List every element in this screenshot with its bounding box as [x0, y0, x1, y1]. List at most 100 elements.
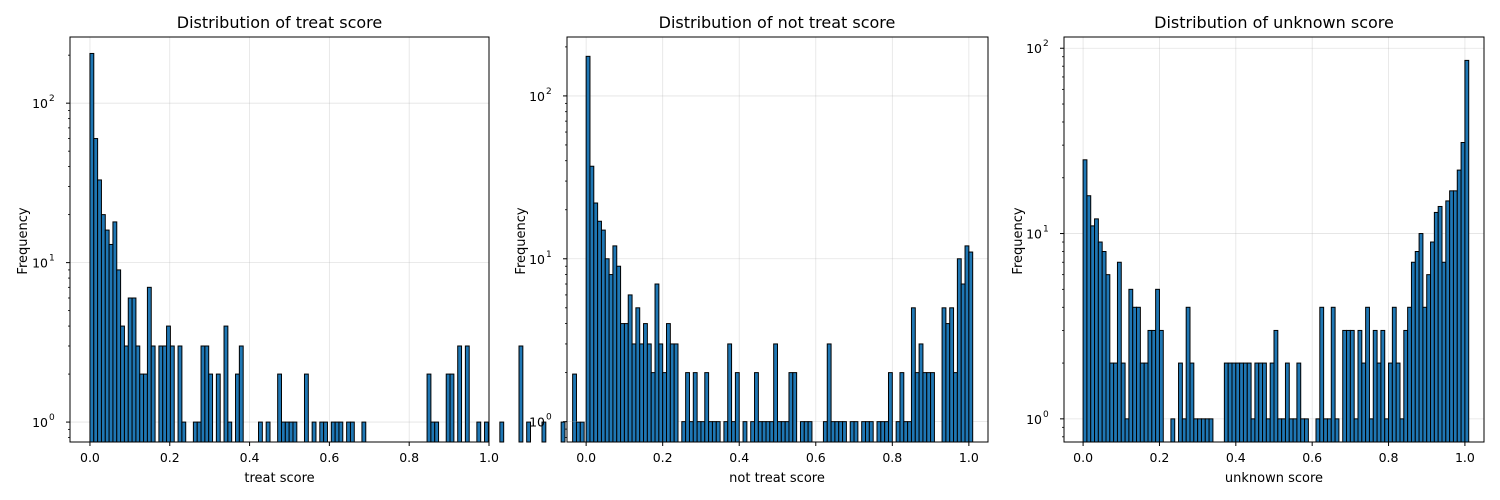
- histogram-bar: [723, 421, 729, 443]
- histogram-bar: [196, 421, 202, 443]
- x-tick-label: 0.4: [1226, 450, 1246, 465]
- bars: [1082, 59, 1470, 443]
- histogram-bar: [1449, 190, 1454, 443]
- histogram-bar: [215, 373, 221, 443]
- histogram-bar: [1113, 362, 1118, 443]
- histogram-bar: [518, 345, 524, 443]
- histogram-bar: [941, 307, 947, 443]
- y-tick-label: 10: [32, 256, 48, 271]
- histogram-bar: [895, 421, 901, 443]
- x-tick-label: 0.2: [653, 450, 673, 465]
- histogram-bar: [1097, 241, 1103, 443]
- histogram-bar: [1200, 418, 1206, 443]
- y-tick-label: 10: [529, 89, 545, 104]
- histogram-bar: [1124, 418, 1130, 443]
- x-tick-label: 1.0: [479, 450, 499, 465]
- x-tick-label: 1.0: [1455, 450, 1475, 465]
- histogram-bar: [169, 345, 175, 443]
- histogram-bar: [803, 421, 809, 443]
- histogram-bar: [127, 297, 133, 443]
- x-tick-label: 0.2: [1150, 450, 1170, 465]
- x-tick-label: 0.8: [399, 450, 419, 465]
- histogram-bar: [769, 421, 775, 443]
- histogram-bar: [1197, 418, 1202, 443]
- histogram-bar: [616, 265, 622, 443]
- histogram-bar: [600, 229, 606, 443]
- histogram-bar: [1426, 274, 1432, 443]
- histogram-bar: [1418, 233, 1424, 443]
- histogram-bar: [784, 421, 790, 443]
- histogram-bar: [834, 421, 840, 443]
- histogram-bar: [1384, 418, 1390, 443]
- histogram-bar: [899, 372, 905, 443]
- histogram-bar: [662, 372, 668, 443]
- histogram-bar: [673, 343, 679, 443]
- histogram-bar: [953, 372, 958, 443]
- histogram-bar: [960, 283, 966, 443]
- x-tick-label: 0.0: [576, 450, 596, 465]
- histogram-bar: [639, 343, 645, 443]
- histogram-bar: [949, 307, 955, 443]
- histogram-bar: [696, 421, 702, 443]
- histogram-bar: [1170, 418, 1176, 443]
- histogram-bar: [235, 373, 240, 443]
- histogram-bar: [1193, 418, 1199, 443]
- bars: [89, 52, 643, 443]
- histogram-bar: [635, 307, 641, 443]
- histogram-bar: [526, 421, 532, 443]
- histogram-bar: [754, 372, 759, 443]
- histogram-bar: [181, 421, 187, 443]
- histogram-bar: [1254, 362, 1260, 443]
- histogram-bar: [1235, 362, 1241, 443]
- histogram-bar: [650, 372, 656, 443]
- histogram-bar: [685, 372, 690, 443]
- histogram-bar: [1227, 362, 1233, 443]
- histogram-bar: [1460, 141, 1466, 443]
- x-tick-label: 0.0: [80, 450, 100, 465]
- histogram-bar: [780, 421, 786, 443]
- histogram-bar: [750, 421, 756, 443]
- histogram-bar: [1452, 190, 1458, 443]
- histogram-bar: [1086, 195, 1092, 443]
- histogram-bar: [1223, 362, 1229, 443]
- histogram-bar: [150, 345, 156, 443]
- histogram-bar: [1147, 329, 1153, 443]
- histogram-bar: [1391, 306, 1397, 443]
- histogram-bar: [1262, 362, 1267, 443]
- x-ticks: 0.0 0.2 0.4 0.6 0.8 1.0: [80, 442, 499, 465]
- histogram-bar: [654, 283, 660, 443]
- histogram-bar: [1300, 418, 1306, 443]
- x-tick-label: 0.2: [160, 450, 180, 465]
- y-tick-exponent: 1: [546, 250, 552, 260]
- histogram-bar: [1284, 362, 1290, 443]
- histogram-bar: [97, 179, 102, 443]
- plot-frame: [566, 36, 989, 443]
- histogram-bar: [907, 421, 912, 443]
- histogram-bar: [139, 373, 145, 443]
- histogram-bar: [627, 294, 633, 443]
- histogram-bar: [1105, 274, 1111, 443]
- histogram-bar: [1120, 362, 1126, 443]
- histogram-bar: [541, 421, 547, 443]
- histogram-bar: [1090, 225, 1096, 443]
- histogram-bar: [669, 343, 675, 443]
- histogram-bar: [604, 258, 610, 443]
- histogram-bar: [964, 245, 970, 443]
- histogram-bar: [861, 421, 867, 443]
- histogram-bar: [1357, 329, 1363, 443]
- histogram-bar: [688, 421, 694, 443]
- histogram-bar: [330, 421, 336, 443]
- histogram-bar: [1334, 418, 1340, 443]
- y-tick-exponent: 2: [1043, 39, 1049, 49]
- histogram-bar: [319, 421, 325, 443]
- histogram-bar: [1304, 418, 1309, 443]
- histogram-bar: [765, 421, 771, 443]
- histogram-bar: [349, 421, 355, 443]
- x-tick-label: 0.4: [240, 450, 260, 465]
- histogram-bar: [1231, 362, 1237, 443]
- histogram-bar: [666, 323, 671, 443]
- histogram-bar: [1094, 218, 1099, 443]
- histogram-bar: [1376, 362, 1382, 443]
- x-tick-label: 0.0: [1073, 450, 1093, 465]
- histogram-bar: [457, 345, 463, 443]
